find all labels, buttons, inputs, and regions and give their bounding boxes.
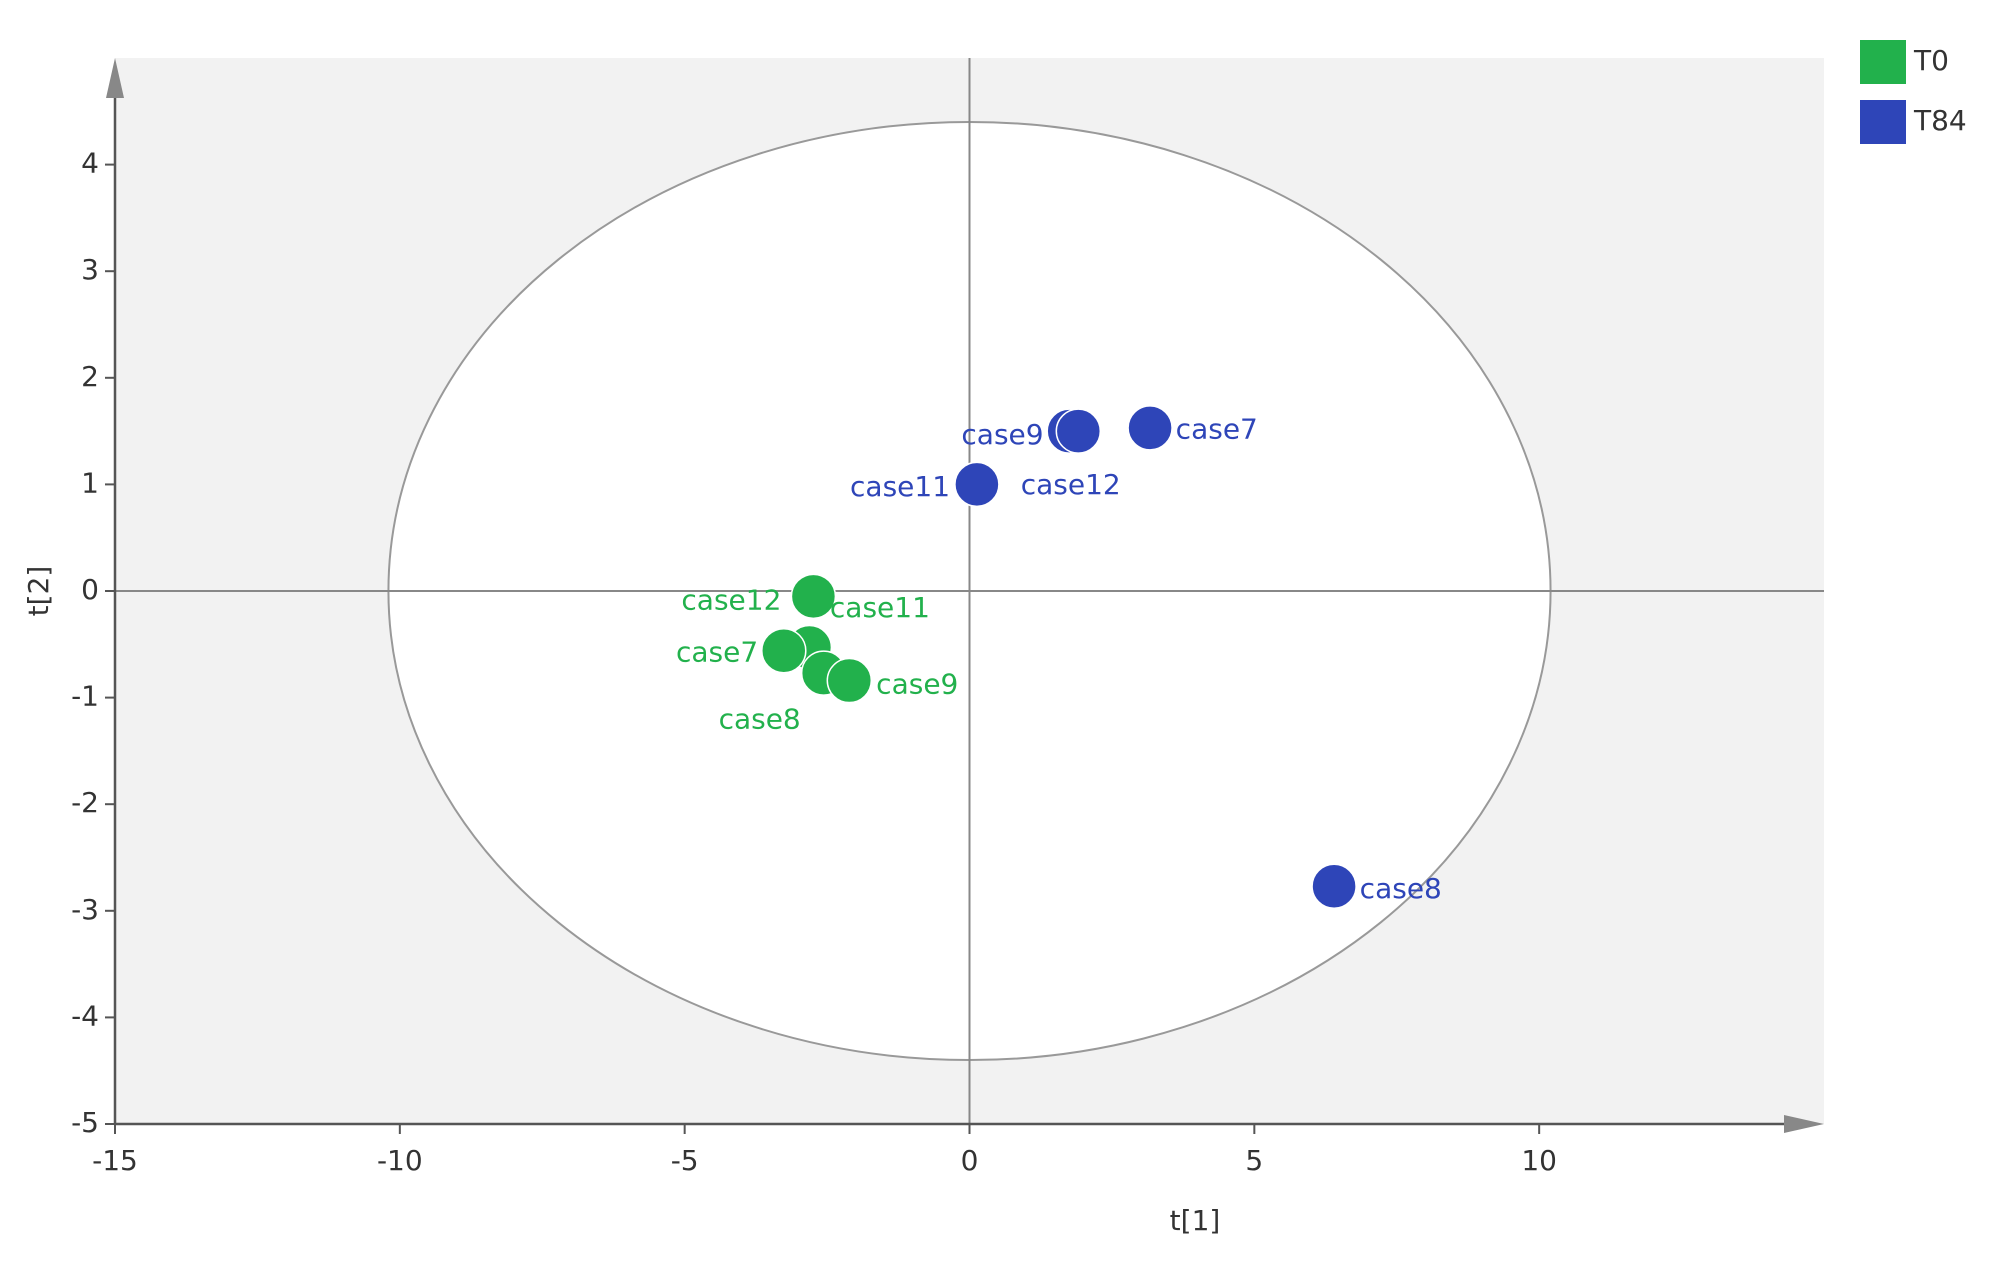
point-label: case12: [681, 583, 781, 616]
x-tick-label: 10: [1521, 1144, 1557, 1177]
legend-swatch: [1860, 40, 1906, 84]
point: [1311, 863, 1357, 910]
y-tick-label: -1: [71, 680, 99, 713]
y-axis-label: t[2]: [22, 566, 55, 617]
y-tick-label: 2: [81, 360, 99, 393]
y-tick-label: -4: [71, 999, 99, 1032]
point: [1055, 408, 1102, 454]
point-label: case12: [1021, 468, 1121, 501]
y-tick-label: 0: [81, 573, 99, 606]
legend-label: T0: [1913, 44, 1949, 77]
x-axis-label: t[1]: [1170, 1204, 1221, 1237]
y-tick-label: 4: [81, 147, 99, 180]
point: [790, 573, 837, 620]
y-tick-label: -3: [71, 893, 99, 926]
x-tick-label: 0: [961, 1144, 979, 1177]
y-tick-label: 1: [81, 466, 99, 499]
point-label: case11: [830, 591, 930, 624]
x-tick-label: 5: [1245, 1144, 1263, 1177]
point: [826, 657, 873, 704]
y-tick-label: 3: [81, 253, 99, 286]
y-tick-label: -2: [71, 786, 99, 819]
x-tick-label: -15: [92, 1144, 138, 1177]
point-label: case7: [1176, 412, 1258, 445]
point: [954, 461, 1000, 508]
point-label: case8: [719, 702, 801, 735]
y-tick-label: -5: [71, 1106, 99, 1139]
x-axis-arrow: [1784, 1115, 1824, 1133]
point-label: case11: [850, 470, 950, 503]
y-axis-arrow: [106, 58, 124, 98]
point-label: case9: [876, 668, 958, 701]
point-label: case7: [676, 635, 758, 668]
x-tick-label: -10: [377, 1144, 423, 1177]
legend-label: T84: [1913, 104, 1967, 137]
point-label: case9: [961, 418, 1043, 451]
point-label: case8: [1360, 872, 1442, 905]
x-tick-label: -5: [671, 1144, 699, 1177]
point: [1127, 405, 1173, 451]
point: [761, 627, 807, 674]
legend-swatch: [1860, 100, 1906, 144]
